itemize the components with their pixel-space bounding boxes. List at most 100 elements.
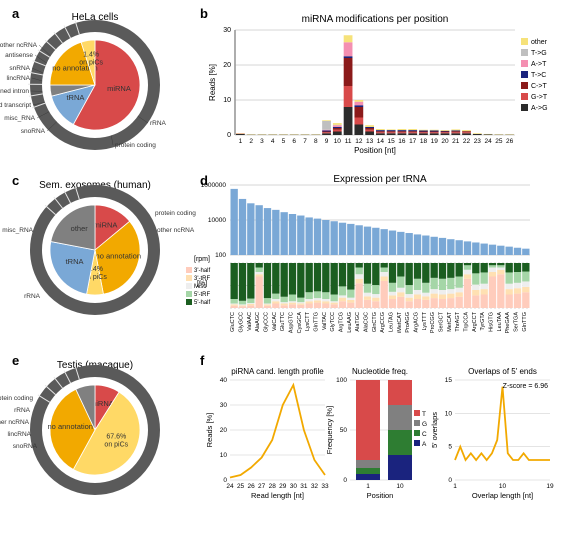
svg-text:25: 25 bbox=[495, 138, 503, 145]
svg-text:19: 19 bbox=[546, 483, 554, 490]
svg-text:50: 50 bbox=[340, 427, 348, 434]
svg-text:ArgCCG: ArgCCG bbox=[380, 312, 386, 333]
svg-text:AlaTGC: AlaTGC bbox=[355, 312, 361, 332]
svg-text:ValAAC: ValAAC bbox=[247, 312, 253, 331]
svg-text:ArgACG: ArgACG bbox=[414, 312, 420, 332]
svg-text:3'-half: 3'-half bbox=[194, 268, 210, 274]
svg-text:Overlap length [nt]: Overlap length [nt] bbox=[472, 491, 533, 500]
svg-text:misc_RNA: misc_RNA bbox=[4, 115, 35, 122]
svg-text:1000000: 1000000 bbox=[201, 182, 227, 189]
svg-text:T->C: T->C bbox=[531, 72, 546, 79]
svg-text:25: 25 bbox=[237, 483, 245, 490]
svg-text:31: 31 bbox=[300, 483, 308, 490]
svg-text:AlaCGC: AlaCGC bbox=[364, 312, 370, 332]
svg-text:5'-half: 5'-half bbox=[194, 300, 210, 306]
svg-text:19: 19 bbox=[431, 138, 439, 145]
svg-text:0: 0 bbox=[227, 132, 231, 139]
svg-text:14: 14 bbox=[377, 138, 385, 145]
svg-text:b: b bbox=[200, 6, 208, 21]
svg-text:ProAGG: ProAGG bbox=[405, 312, 411, 333]
svg-text:AlaAGC: AlaAGC bbox=[255, 312, 261, 332]
svg-text:Misc: Misc bbox=[194, 284, 206, 290]
svg-text:8: 8 bbox=[314, 138, 318, 145]
svg-text:other ncRNA: other ncRNA bbox=[157, 227, 195, 234]
svg-text:5: 5 bbox=[448, 444, 452, 451]
svg-text:miRNA: miRNA bbox=[107, 84, 131, 93]
svg-text:T: T bbox=[422, 411, 426, 418]
svg-text:miRNA modifications per positi: miRNA modifications per position bbox=[302, 14, 449, 25]
svg-text:c: c bbox=[12, 173, 19, 188]
svg-text:tRNA: tRNA bbox=[66, 93, 84, 102]
svg-text:protein coding: protein coding bbox=[115, 142, 156, 149]
svg-text:29: 29 bbox=[279, 483, 287, 490]
svg-text:GlyCCC: GlyCCC bbox=[264, 312, 270, 332]
svg-text:24: 24 bbox=[484, 138, 492, 145]
svg-text:15: 15 bbox=[388, 138, 396, 145]
svg-text:GluCTC: GluCTC bbox=[230, 312, 236, 332]
svg-text:rRNA: rRNA bbox=[24, 293, 41, 300]
svg-text:12: 12 bbox=[355, 138, 363, 145]
svg-text:15: 15 bbox=[445, 377, 453, 384]
svg-text:LeuTAA: LeuTAA bbox=[497, 312, 503, 332]
svg-text:GlyGCC: GlyGCC bbox=[239, 312, 245, 333]
svg-text:SerGCT: SerGCT bbox=[439, 311, 445, 332]
svg-text:10: 10 bbox=[445, 410, 453, 417]
svg-text:other: other bbox=[531, 39, 548, 46]
svg-text:3'-tRF: 3'-tRF bbox=[194, 276, 210, 282]
svg-text:24: 24 bbox=[226, 483, 234, 490]
svg-text:antisense: antisense bbox=[5, 52, 33, 59]
svg-text:other: other bbox=[71, 224, 89, 233]
svg-text:protein coding: protein coding bbox=[0, 395, 33, 402]
svg-text:miRNA: miRNA bbox=[94, 221, 118, 230]
svg-text:a: a bbox=[12, 6, 20, 21]
svg-text:A->G: A->G bbox=[531, 105, 548, 112]
svg-text:Nucleotide freq.: Nucleotide freq. bbox=[352, 367, 408, 376]
svg-text:A: A bbox=[422, 441, 427, 448]
svg-text:ProCGG: ProCGG bbox=[430, 312, 436, 333]
svg-text:lincRNA: lincRNA bbox=[7, 75, 31, 82]
svg-text:10000: 10000 bbox=[208, 217, 226, 224]
svg-text:1.4%: 1.4% bbox=[83, 52, 99, 59]
svg-text:PheGAA: PheGAA bbox=[505, 312, 511, 334]
svg-text:e: e bbox=[12, 353, 19, 368]
svg-text:4: 4 bbox=[271, 138, 275, 145]
svg-text:other ncRNA: other ncRNA bbox=[0, 419, 30, 426]
svg-text:100: 100 bbox=[336, 377, 347, 384]
svg-text:20: 20 bbox=[223, 62, 231, 69]
svg-text:10: 10 bbox=[223, 97, 231, 104]
svg-text:C: C bbox=[422, 431, 427, 438]
svg-text:LeuTAG: LeuTAG bbox=[389, 312, 395, 332]
svg-text:30: 30 bbox=[220, 402, 228, 409]
svg-text:6: 6 bbox=[292, 138, 296, 145]
svg-text:16: 16 bbox=[398, 138, 406, 145]
svg-text:GluTTC: GluTTC bbox=[280, 312, 286, 331]
svg-text:CysGCA: CysGCA bbox=[297, 312, 303, 334]
svg-text:33: 33 bbox=[321, 483, 329, 490]
svg-text:67.6%: 67.6% bbox=[106, 434, 126, 441]
svg-text:HisGTG: HisGTG bbox=[489, 312, 495, 332]
svg-text:Position [nt]: Position [nt] bbox=[354, 146, 396, 155]
svg-text:G->T: G->T bbox=[531, 94, 548, 101]
svg-text:piRNA cand. length profile: piRNA cand. length profile bbox=[231, 367, 324, 376]
svg-text:C->T: C->T bbox=[531, 83, 547, 90]
svg-text:AspGTC: AspGTC bbox=[289, 312, 295, 333]
svg-text:GlnCTG: GlnCTG bbox=[372, 312, 378, 332]
svg-text:10: 10 bbox=[396, 483, 404, 490]
svg-text:1: 1 bbox=[366, 483, 370, 490]
svg-text:[rpm]: [rpm] bbox=[194, 256, 210, 263]
svg-text:30: 30 bbox=[290, 483, 298, 490]
svg-text:18: 18 bbox=[420, 138, 428, 145]
svg-text:10: 10 bbox=[499, 483, 507, 490]
svg-text:rRNA: rRNA bbox=[14, 407, 31, 414]
figure-root: aHeLa cellsmiRNAtRNAno annotation1.4%on … bbox=[0, 0, 567, 531]
svg-text:on piCs: on piCs bbox=[104, 442, 128, 449]
svg-text:Overlaps of 5' ends: Overlaps of 5' ends bbox=[468, 367, 537, 376]
svg-text:A->T: A->T bbox=[531, 61, 547, 68]
svg-text:no annotation: no annotation bbox=[96, 251, 141, 260]
svg-text:other ncRNA: other ncRNA bbox=[0, 42, 38, 49]
svg-text:30: 30 bbox=[223, 27, 231, 34]
svg-text:0: 0 bbox=[343, 477, 347, 484]
svg-text:on piCs: on piCs bbox=[79, 60, 103, 67]
svg-text:GlnTTG: GlnTTG bbox=[314, 312, 320, 332]
svg-text:SerTGA: SerTGA bbox=[514, 312, 520, 332]
